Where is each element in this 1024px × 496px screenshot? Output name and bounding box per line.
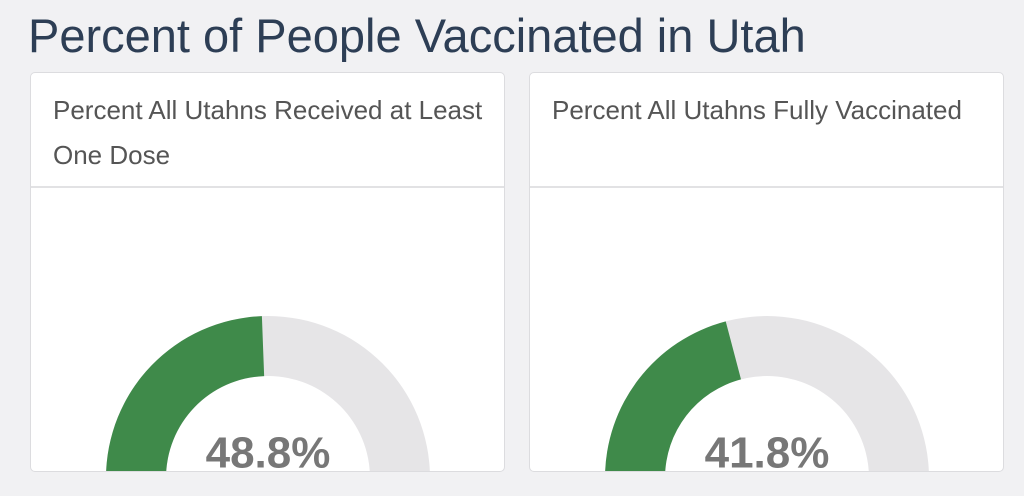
value-label: 41.8% [705,429,830,471]
gauge-value [605,321,742,471]
gauge: 48.8%0100 [106,316,430,471]
gauge-value [106,316,265,471]
gauge-card: Percent All Utahns Received at Least One… [30,72,505,472]
card-header: Percent All Utahns Received at Least One… [31,73,504,188]
page-title: Percent of People Vaccinated in Utah [28,9,806,62]
gauge: 41.8%0100 [605,316,929,471]
gauge-card: Percent All Utahns Fully Vaccinated 41.8%… [529,72,1004,472]
value-label: 48.8% [206,429,331,471]
card-title: Percent All Utahns Received at Least One… [53,95,483,170]
card-title: Percent All Utahns Fully Vaccinated [552,95,962,125]
card-header: Percent All Utahns Fully Vaccinated [530,73,1003,188]
